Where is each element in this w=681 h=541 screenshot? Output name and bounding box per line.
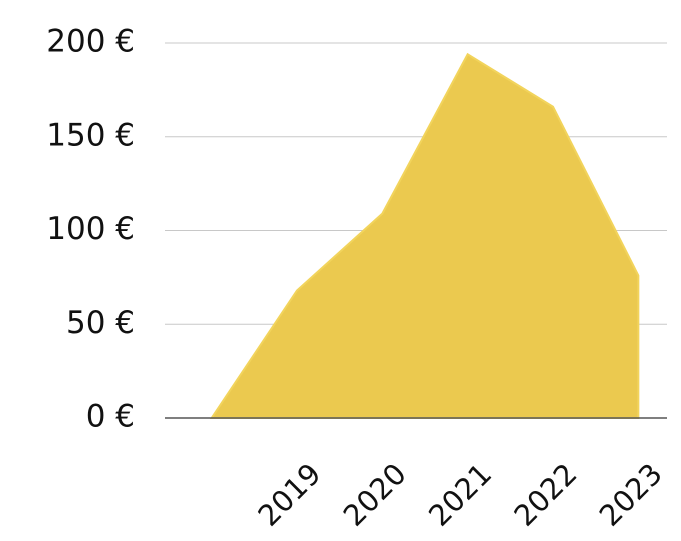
x-tick-label: 2023 xyxy=(593,457,669,533)
y-tick-label: 100 € xyxy=(46,211,135,247)
x-tick-label: 2019 xyxy=(251,457,327,533)
x-tick-label: 2022 xyxy=(507,457,583,533)
area xyxy=(209,52,640,419)
y-tick-label: 0 € xyxy=(86,399,135,435)
y-tick-label: 150 € xyxy=(46,117,135,153)
y-tick-label: 200 € xyxy=(46,24,135,60)
x-tick-label: 2020 xyxy=(337,457,413,533)
x-tick-label: 2021 xyxy=(422,457,498,533)
y-tick-label: 50 € xyxy=(66,305,135,341)
